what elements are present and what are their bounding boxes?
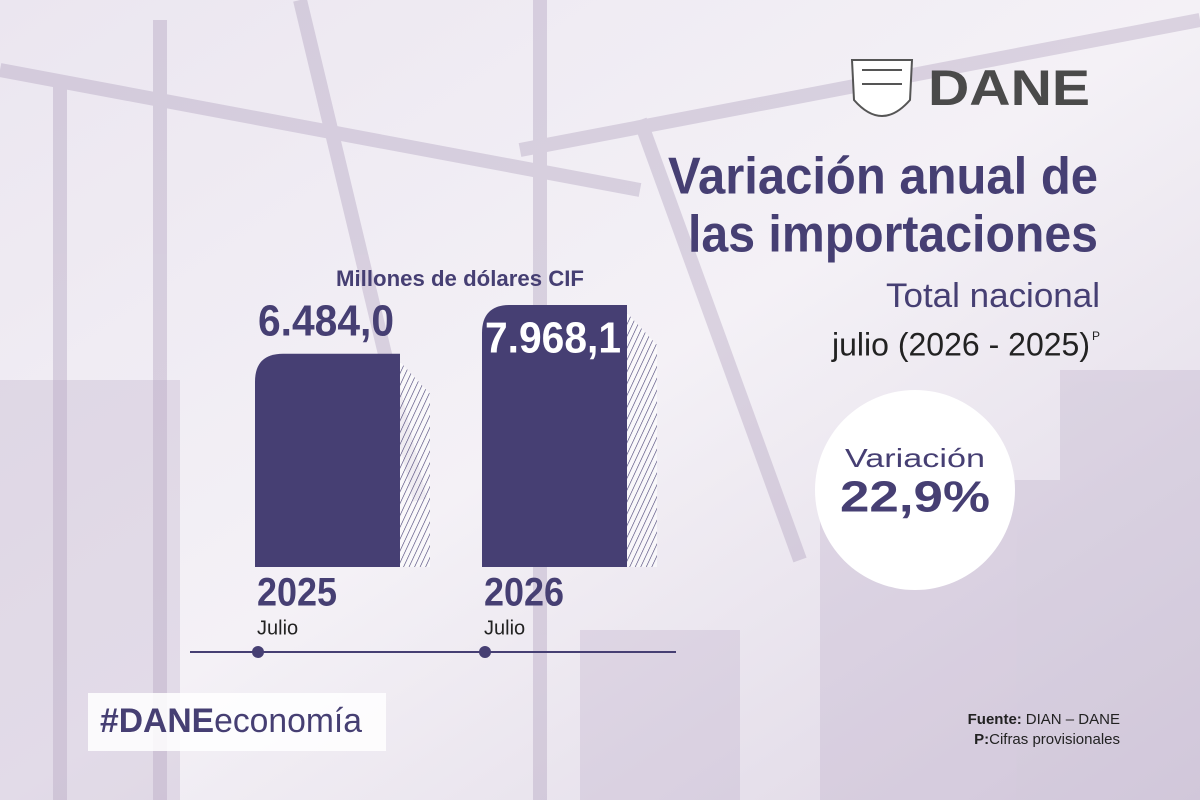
- period-mark: P: [1092, 329, 1100, 343]
- note-text: Cifras provisionales: [989, 731, 1120, 748]
- background-containers: [0, 370, 1200, 800]
- variation-circle: [815, 390, 1015, 590]
- variation-value: 22,9%: [840, 473, 990, 522]
- category-label: 2026: [484, 571, 564, 615]
- category-sublabel: Julio: [484, 617, 525, 639]
- logo-shield: [850, 59, 914, 117]
- value-label: 7.968,1: [485, 314, 621, 363]
- hashtag: #DANEeconomía: [100, 702, 362, 740]
- value-label: 6.484,0: [258, 296, 394, 345]
- source: Fuente: DIAN – DANE: [968, 711, 1120, 728]
- bar-shadow: [400, 361, 430, 567]
- hashtag-bold: #DANE: [100, 702, 214, 740]
- title-line: Variación anual de: [668, 148, 1098, 206]
- bar: [482, 305, 627, 567]
- bar-shadow: [627, 313, 657, 567]
- unit-label: Millones de dólares CIF: [336, 266, 584, 291]
- logo-detail: [862, 69, 902, 85]
- category-sublabel: Julio: [257, 617, 298, 639]
- variation-label: Variación: [845, 443, 985, 473]
- category-label: 2025: [257, 571, 337, 615]
- logo: DANE: [850, 59, 1090, 117]
- logo-text: DANE: [928, 60, 1090, 116]
- title-line: las importaciones: [688, 206, 1098, 264]
- hashtag-rest: economía: [214, 702, 362, 740]
- note-label: P:: [974, 731, 989, 748]
- hashtag-box: [88, 693, 386, 751]
- note: P:Cifras provisionales: [974, 731, 1120, 748]
- bar: [255, 353, 400, 567]
- subtitle: Total nacional: [886, 277, 1100, 315]
- source-label: Fuente:: [968, 711, 1022, 728]
- source-text: DIAN – DANE: [1026, 711, 1120, 728]
- period: julio (2026 - 2025): [831, 326, 1090, 362]
